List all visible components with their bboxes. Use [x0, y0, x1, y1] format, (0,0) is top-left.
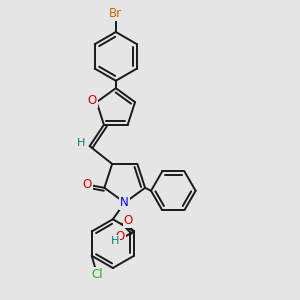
- Text: H: H: [77, 138, 86, 148]
- Text: H: H: [111, 236, 119, 246]
- Text: O: O: [82, 178, 92, 191]
- Text: O: O: [116, 230, 125, 243]
- Text: Cl: Cl: [92, 268, 103, 281]
- Text: O: O: [88, 94, 97, 107]
- Text: Br: Br: [109, 7, 122, 20]
- Text: O: O: [124, 214, 133, 227]
- Text: N: N: [120, 196, 129, 209]
